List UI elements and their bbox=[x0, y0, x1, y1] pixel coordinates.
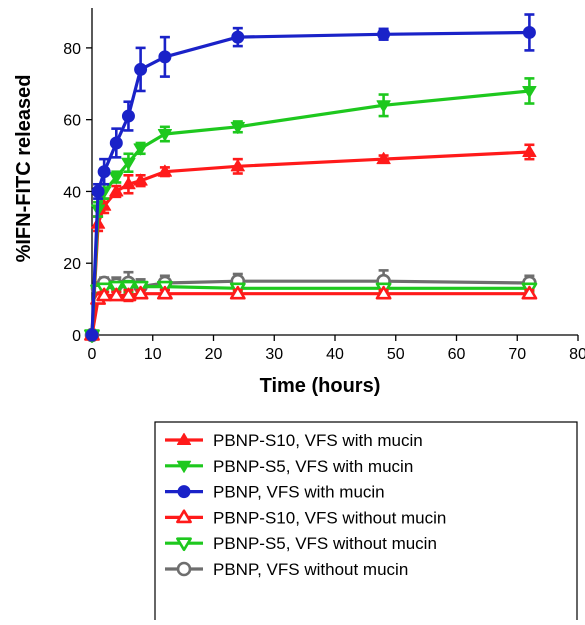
series-line bbox=[90, 30, 530, 336]
data-point bbox=[229, 285, 246, 300]
y-axis-label: %IFN-FITC released bbox=[13, 75, 35, 263]
x-tick-label: 60 bbox=[448, 346, 466, 363]
series-5 bbox=[84, 279, 538, 343]
x-tick-label: 10 bbox=[144, 346, 162, 363]
data-point bbox=[133, 143, 148, 156]
legend-item: PBNP-S10, VFS without mucin bbox=[165, 508, 446, 527]
series-line bbox=[90, 292, 530, 336]
series-2 bbox=[84, 77, 537, 343]
data-point bbox=[109, 172, 124, 185]
legend-marker bbox=[176, 460, 192, 473]
data-point bbox=[120, 287, 137, 302]
series-3 bbox=[85, 13, 536, 342]
data-point bbox=[96, 287, 113, 302]
data-point bbox=[376, 152, 391, 165]
data-point bbox=[376, 100, 391, 113]
data-point bbox=[158, 50, 172, 64]
data-point bbox=[230, 121, 245, 134]
y-tick-label: 20 bbox=[63, 256, 81, 273]
legend-item: PBNP, VFS with mucin bbox=[165, 483, 385, 502]
data-point bbox=[121, 157, 136, 170]
data-point bbox=[109, 136, 123, 150]
legend-marker bbox=[176, 537, 192, 552]
data-point bbox=[134, 62, 148, 76]
legend-label: PBNP-S5, VFS without mucin bbox=[213, 534, 437, 553]
y-tick-label: 40 bbox=[63, 184, 81, 201]
data-point bbox=[121, 177, 136, 190]
legend-marker bbox=[177, 485, 191, 499]
data-point bbox=[522, 85, 537, 99]
legend-marker bbox=[176, 432, 192, 445]
series-line bbox=[90, 150, 530, 336]
data-point bbox=[132, 285, 149, 300]
data-point bbox=[375, 285, 392, 300]
legend-marker bbox=[176, 561, 192, 577]
data-point bbox=[85, 328, 99, 342]
data-point bbox=[97, 165, 111, 179]
legend-label: PBNP-S5, VFS with mucin bbox=[213, 457, 413, 476]
y-tick-label: 60 bbox=[63, 113, 81, 130]
x-tick-label: 70 bbox=[508, 346, 526, 363]
legend-label: PBNP-S10, VFS with mucin bbox=[213, 431, 423, 450]
data-point bbox=[91, 184, 105, 198]
data-point bbox=[522, 25, 536, 39]
legend-item: PBNP-S5, VFS with mucin bbox=[165, 457, 413, 476]
x-tick-label: 40 bbox=[326, 346, 344, 363]
y-tick-label: 80 bbox=[63, 41, 81, 58]
y-tick-label: 0 bbox=[72, 328, 81, 345]
ticks: 0 10 20 30 40 50 60 70 80 0 20 40 60 80 bbox=[63, 41, 585, 363]
series-group bbox=[84, 13, 538, 343]
data-point bbox=[109, 184, 124, 197]
data-point bbox=[157, 129, 172, 142]
data-point bbox=[157, 164, 172, 177]
data-point bbox=[231, 30, 245, 44]
data-point bbox=[522, 144, 537, 157]
data-point bbox=[133, 173, 148, 186]
data-point bbox=[230, 159, 245, 172]
data-point bbox=[108, 287, 125, 302]
legend-box bbox=[154, 421, 578, 625]
series-4 bbox=[84, 285, 538, 341]
data-point bbox=[377, 27, 391, 41]
x-tick-label: 0 bbox=[88, 346, 97, 363]
x-tick-label: 50 bbox=[387, 346, 405, 363]
legend-label: PBNP-S10, VFS without mucin bbox=[213, 508, 446, 527]
legend-label: PBNP, VFS with mucin bbox=[213, 483, 385, 502]
data-point bbox=[121, 109, 135, 123]
series-1 bbox=[84, 143, 537, 340]
data-point bbox=[157, 285, 173, 300]
legend-item: PBNP-S5, VFS without mucin bbox=[165, 534, 437, 553]
series-6 bbox=[84, 269, 537, 343]
legend-marker bbox=[176, 509, 192, 524]
x-tick-label: 80 bbox=[569, 346, 585, 363]
legend-item: PBNP, VFS without mucin bbox=[165, 560, 408, 579]
data-point bbox=[521, 285, 538, 300]
data-point bbox=[108, 280, 125, 295]
legend-item: PBNP-S10, VFS with mucin bbox=[165, 431, 423, 450]
data-point bbox=[120, 280, 137, 295]
series-line bbox=[90, 89, 530, 336]
x-tick-label: 30 bbox=[265, 346, 283, 363]
legend-label: PBNP, VFS without mucin bbox=[213, 560, 408, 579]
legend: PBNP-S10, VFS with mucin PBNP-S5, VFS wit… bbox=[154, 421, 578, 625]
x-tick-label: 20 bbox=[205, 346, 223, 363]
x-axis-label: Time (hours) bbox=[260, 375, 381, 397]
